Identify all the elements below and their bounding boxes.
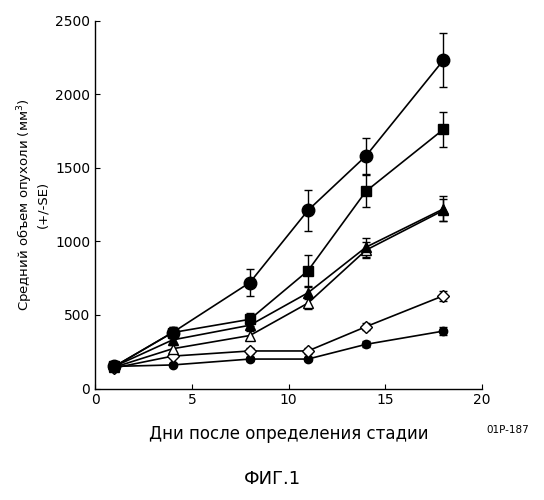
- Text: 01P-187: 01P-187: [486, 426, 529, 436]
- Text: Дни после определения стадии: Дни после определения стадии: [149, 426, 428, 444]
- Text: ФИГ.1: ФИГ.1: [243, 470, 301, 488]
- Y-axis label: Средний объем опухоли (мм$^3$)
(+/-SE): Средний объем опухоли (мм$^3$) (+/-SE): [15, 98, 50, 310]
